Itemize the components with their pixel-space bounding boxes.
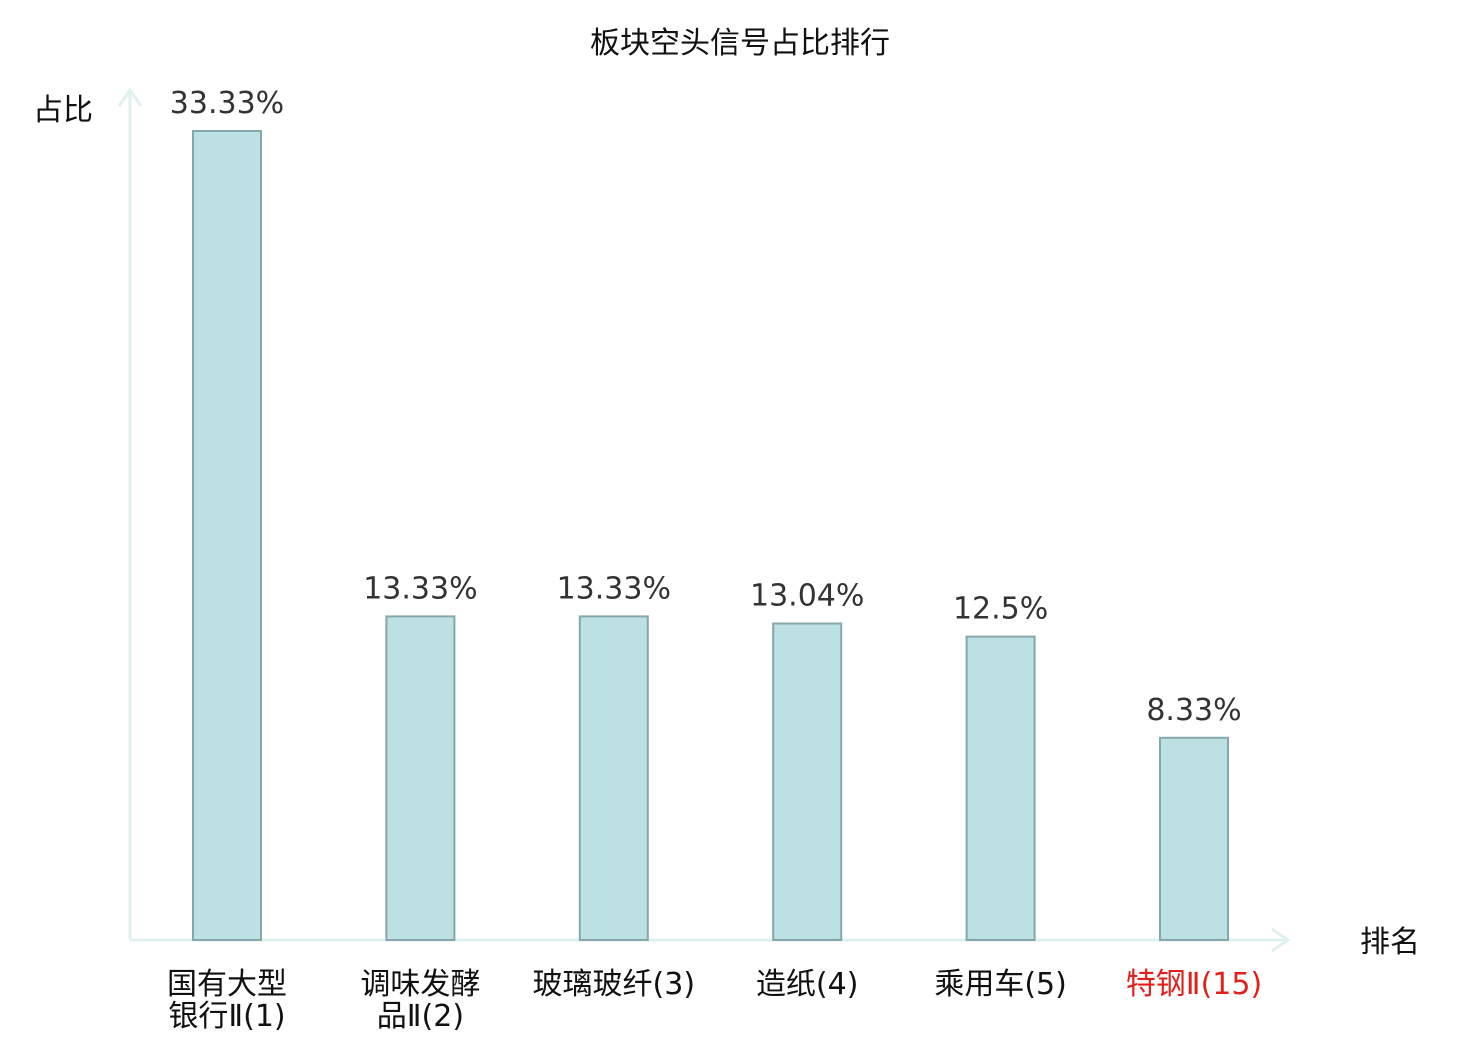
axes xyxy=(117,87,1291,953)
category-label: 特钢Ⅱ(15) xyxy=(1126,967,1262,1002)
bar xyxy=(192,130,262,941)
chart-title: 板块空头信号占比排行 xyxy=(590,26,890,61)
bar-value-label: 13.33% xyxy=(363,571,477,606)
y-axis-title: 占比 xyxy=(33,93,93,128)
category-label: 乘用车(5) xyxy=(934,967,1067,1002)
bar xyxy=(772,622,843,941)
category-label: 品Ⅱ(2) xyxy=(377,999,464,1034)
category-label: 国有大型 xyxy=(167,967,287,1002)
bar xyxy=(578,615,649,942)
bar-value-label: 13.04% xyxy=(750,579,864,614)
category-label: 造纸(4) xyxy=(756,967,859,1002)
x-axis-title: 排名 xyxy=(1360,925,1420,960)
y-axis-arrow-icon xyxy=(117,87,143,107)
category-label: 银行Ⅱ(1) xyxy=(168,999,285,1034)
bars-group xyxy=(192,130,1229,942)
x-axis-arrow-icon xyxy=(1271,927,1291,953)
bar xyxy=(965,635,1036,941)
bar xyxy=(385,615,456,942)
bar-value-label: 12.5% xyxy=(953,592,1048,627)
bar xyxy=(1159,736,1229,941)
bar-value-label: 33.33% xyxy=(170,86,284,121)
category-label: 调味发酵 xyxy=(360,967,480,1002)
value-labels-group: 33.33% 13.33% 13.33% 13.04% 12.5% 8.33% xyxy=(170,86,1242,728)
bar-value-label: 13.33% xyxy=(557,571,671,606)
category-label: 玻璃玻纤(3) xyxy=(533,967,696,1002)
bar-value-label: 8.33% xyxy=(1146,693,1241,728)
